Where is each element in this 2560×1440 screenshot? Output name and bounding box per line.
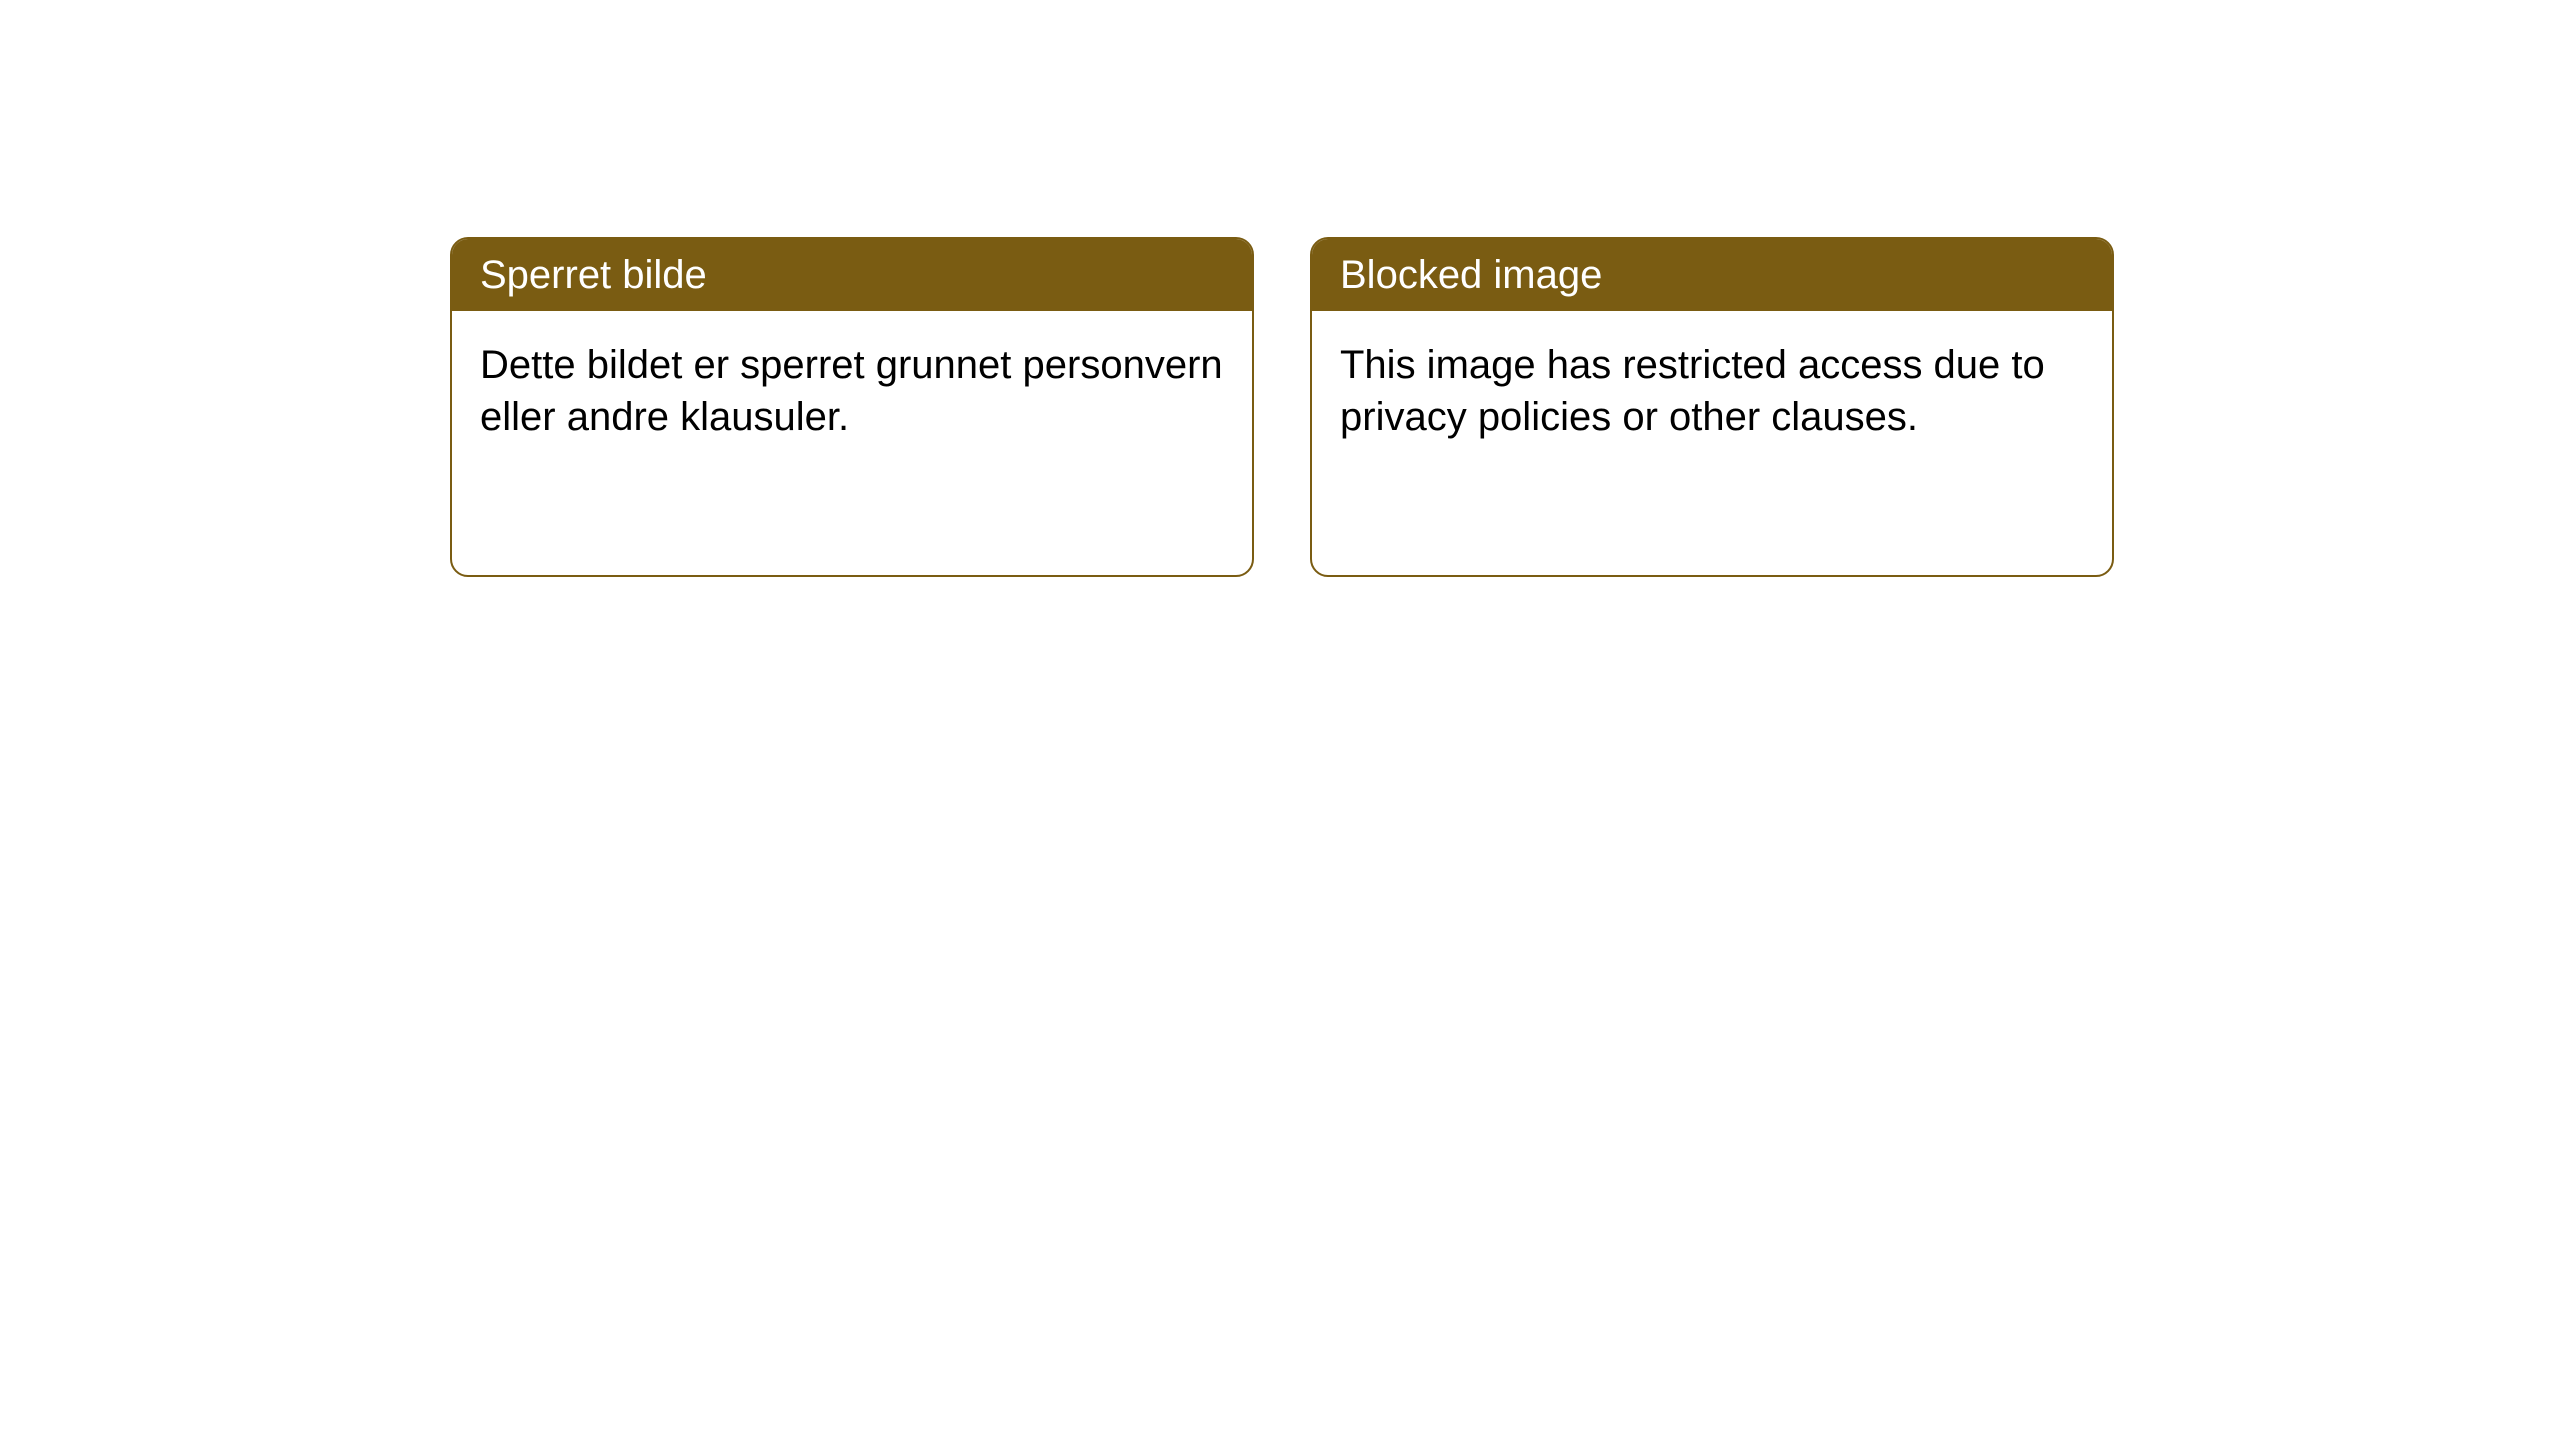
card-header: Blocked image — [1312, 239, 2112, 311]
card-body-text: This image has restricted access due to … — [1340, 343, 2045, 439]
card-title: Blocked image — [1340, 253, 1602, 297]
card-title: Sperret bilde — [480, 253, 707, 297]
notice-cards-container: Sperret bilde Dette bildet er sperret gr… — [450, 237, 2114, 577]
card-body: Dette bildet er sperret grunnet personve… — [452, 311, 1252, 471]
card-header: Sperret bilde — [452, 239, 1252, 311]
card-body-text: Dette bildet er sperret grunnet personve… — [480, 343, 1223, 439]
card-body: This image has restricted access due to … — [1312, 311, 2112, 471]
notice-card-english: Blocked image This image has restricted … — [1310, 237, 2114, 577]
notice-card-norwegian: Sperret bilde Dette bildet er sperret gr… — [450, 237, 1254, 577]
